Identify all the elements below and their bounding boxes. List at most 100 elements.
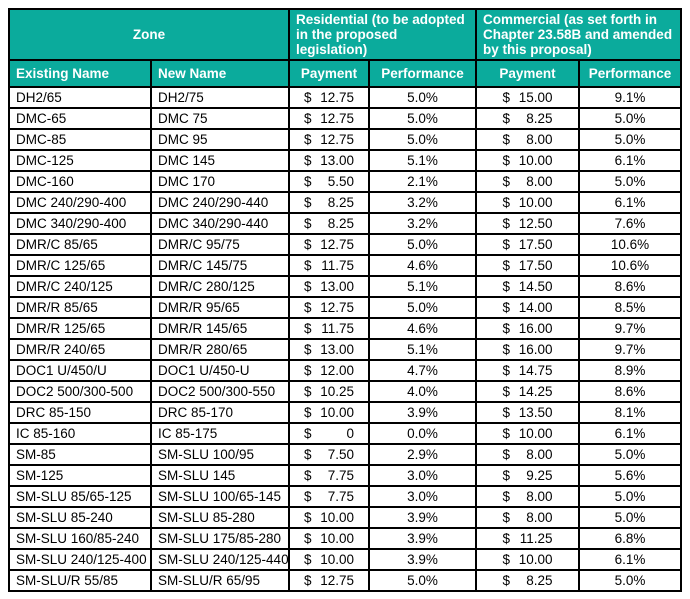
cell-commercial-performance: 10.6% <box>578 254 682 277</box>
table-row: DOC1 U/450/U DOC1 U/450-U $12.00 4.7% $14.75… <box>8 359 682 382</box>
table-row: DMC-65 DMC 75 $12.75 5.0% $8.25 5.0% <box>8 107 682 130</box>
cell-commercial-payment: $13.50 <box>475 401 580 424</box>
payment-amount: $12.75 <box>304 237 354 252</box>
cell-residential-performance: 3.0% <box>368 464 477 487</box>
cell-existing-name: DMC 240/290-400 <box>8 191 152 214</box>
cell-new-name: DH2/75 <box>150 86 290 109</box>
cell-commercial-payment: $14.25 <box>475 380 580 403</box>
cell-residential-performance: 3.9% <box>368 527 477 550</box>
cell-residential-payment: $12.75 <box>288 128 370 151</box>
group-header-zone: Zone <box>8 8 290 61</box>
payment-amount: $8.25 <box>304 195 354 210</box>
cell-existing-name: IC 85-160 <box>8 422 152 445</box>
cell-existing-name: SM-85 <box>8 443 152 466</box>
cell-commercial-performance: 9.7% <box>578 317 682 340</box>
cell-new-name: DMR/R 145/65 <box>150 317 290 340</box>
payment-amount: $8.00 <box>502 489 553 504</box>
cell-commercial-payment: $10.00 <box>475 149 580 172</box>
group-header-residential: Residential (to be adopted in the propos… <box>288 8 477 61</box>
cell-commercial-performance: 9.1% <box>578 86 682 109</box>
payment-amount: $16.00 <box>502 342 553 357</box>
cell-commercial-performance: 5.0% <box>578 506 682 529</box>
cell-commercial-payment: $8.00 <box>475 506 580 529</box>
cell-commercial-payment: $8.25 <box>475 107 580 130</box>
payment-amount: $16.00 <box>502 321 553 336</box>
cell-residential-performance: 5.1% <box>368 149 477 172</box>
cell-new-name: SM-SLU 100/95 <box>150 443 290 466</box>
cell-new-name: DMR/C 95/75 <box>150 233 290 256</box>
payment-amount: $17.50 <box>502 258 553 273</box>
cell-commercial-performance: 6.1% <box>578 422 682 445</box>
cell-residential-performance: 4.7% <box>368 359 477 382</box>
cell-residential-payment: $12.75 <box>288 233 370 256</box>
table-row: SM-85 SM-SLU 100/95 $7.50 2.9% $8.00 5.0% <box>8 443 682 466</box>
cell-existing-name: SM-SLU/R 55/85 <box>8 569 152 592</box>
cell-commercial-payment: $16.00 <box>475 317 580 340</box>
payment-amount: $10.00 <box>304 552 354 567</box>
payment-amount: $8.00 <box>502 510 553 525</box>
cell-new-name: SM-SLU 240/125-440 <box>150 548 290 571</box>
payment-amount: $8.25 <box>502 111 553 126</box>
cell-existing-name: DMR/R 240/65 <box>8 338 152 361</box>
table-row: DMC-85 DMC 95 $12.75 5.0% $8.00 5.0% <box>8 128 682 151</box>
cell-residential-performance: 5.1% <box>368 275 477 298</box>
cell-residential-payment: $7.75 <box>288 485 370 508</box>
col-header-residential-performance: Performance <box>368 59 477 88</box>
table-header: Zone Residential (to be adopted in the p… <box>8 8 682 88</box>
payment-amount: $10.00 <box>502 426 553 441</box>
payment-amount: $7.75 <box>304 489 354 504</box>
payment-amount: $0 <box>304 426 354 441</box>
col-header-commercial-performance: Performance <box>578 59 682 88</box>
cell-commercial-payment: $8.00 <box>475 170 580 193</box>
cell-new-name: DMR/C 280/125 <box>150 275 290 298</box>
cell-residential-payment: $8.25 <box>288 212 370 235</box>
cell-existing-name: DOC1 U/450/U <box>8 359 152 382</box>
cell-new-name: IC 85-175 <box>150 422 290 445</box>
col-header-existing-name: Existing Name <box>8 59 152 88</box>
payment-amount: $10.00 <box>502 552 553 567</box>
cell-commercial-performance: 5.0% <box>578 128 682 151</box>
cell-commercial-performance: 6.1% <box>578 149 682 172</box>
cell-residential-performance: 5.0% <box>368 86 477 109</box>
table-row: DMR/C 125/65 DMR/C 145/75 $11.75 4.6% $17.50… <box>8 254 682 277</box>
cell-commercial-performance: 5.6% <box>578 464 682 487</box>
cell-commercial-payment: $17.50 <box>475 254 580 277</box>
cell-new-name: DRC 85-170 <box>150 401 290 424</box>
cell-commercial-performance: 8.6% <box>578 275 682 298</box>
payment-amount: $15.00 <box>502 90 553 105</box>
cell-commercial-payment: $9.25 <box>475 464 580 487</box>
cell-new-name: SM-SLU 85-280 <box>150 506 290 529</box>
cell-residential-payment: $13.00 <box>288 338 370 361</box>
cell-existing-name: SM-125 <box>8 464 152 487</box>
cell-commercial-payment: $8.00 <box>475 443 580 466</box>
payment-amount: $17.50 <box>502 237 553 252</box>
cell-residential-payment: $12.75 <box>288 569 370 592</box>
cell-residential-performance: 3.9% <box>368 548 477 571</box>
table-row: DMR/C 240/125 DMR/C 280/125 $13.00 5.1% $14.… <box>8 275 682 298</box>
payment-amount: $12.75 <box>304 132 354 147</box>
table-row: SM-SLU 85/65-125 SM-SLU 100/65-145 $7.75 3.… <box>8 485 682 508</box>
cell-commercial-payment: $12.50 <box>475 212 580 235</box>
table-row: IC 85-160 IC 85-175 $0 0.0% $10.00 6.1% <box>8 422 682 445</box>
cell-residential-performance: 2.9% <box>368 443 477 466</box>
payment-amount: $8.00 <box>502 132 553 147</box>
col-header-residential-payment: Payment <box>288 59 370 88</box>
cell-commercial-performance: 5.0% <box>578 170 682 193</box>
payment-amount: $14.00 <box>502 300 553 315</box>
payment-amount: $11.25 <box>502 531 553 546</box>
table-row: DRC 85-150 DRC 85-170 $10.00 3.9% $13.50 8.1% <box>8 401 682 424</box>
cell-existing-name: DOC2 500/300-500 <box>8 380 152 403</box>
cell-commercial-performance: 5.0% <box>578 485 682 508</box>
table-row: DMC-160 DMC 170 $5.50 2.1% $8.00 5.0% <box>8 170 682 193</box>
cell-commercial-payment: $10.00 <box>475 422 580 445</box>
cell-existing-name: SM-SLU 240/125-400 <box>8 548 152 571</box>
payment-amount: $10.00 <box>304 510 354 525</box>
cell-existing-name: DMR/R 85/65 <box>8 296 152 319</box>
cell-residential-payment: $12.00 <box>288 359 370 382</box>
cell-existing-name: DMC-85 <box>8 128 152 151</box>
cell-residential-payment: $10.00 <box>288 527 370 550</box>
cell-existing-name: DH2/65 <box>8 86 152 109</box>
cell-new-name: DMC 95 <box>150 128 290 151</box>
cell-residential-payment: $12.75 <box>288 86 370 109</box>
cell-existing-name: SM-SLU 85-240 <box>8 506 152 529</box>
